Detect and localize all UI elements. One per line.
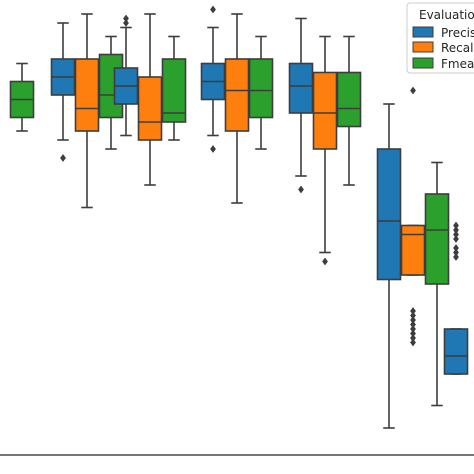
outlier-group-6-recall-9: [410, 86, 416, 95]
box-group-3-precision: [113, 14, 139, 137]
box-group-7-precision: [443, 221, 469, 375]
box-body-group-5-recall: [312, 71, 338, 150]
box-body-group-5-fmeasure: [336, 71, 362, 128]
box-group-3-recall: [137, 13, 163, 186]
outlier-group-7-precision-5: [453, 230, 459, 239]
box-group-3-fmeasure: [161, 35, 187, 141]
box-body-group-4-recall: [224, 58, 250, 132]
outlier-group-5-recall-1: [322, 257, 328, 266]
box-group-4-recall: [224, 13, 250, 204]
outlier-group-7-precision-3: [453, 244, 459, 252]
box-group-6-recall: [400, 86, 426, 347]
box-group-1-fmeasure: [9, 62, 35, 132]
box-group-6-precision: [376, 103, 402, 429]
box-body-group-6-fmeasure: [424, 193, 450, 285]
box-body-group-2-recall: [74, 58, 100, 132]
outlier-group-6-recall-3: [410, 329, 416, 338]
outlier-group-6-recall-4: [410, 325, 416, 333]
outlier-group-2-precision-1: [60, 154, 66, 162]
outlier-group-3-precision-2: [123, 14, 129, 23]
legend: Evaluatio Precis Recall Fmeas: [406, 2, 474, 74]
legend-label-fmeasure: Fmeas: [441, 57, 474, 71]
box-body-group-5-precision: [288, 62, 314, 114]
legend-frame: [406, 2, 474, 74]
boxes-layer: [9, 5, 469, 429]
box-group-6-fmeasure: [424, 161, 450, 407]
outlier-group-6-recall-2: [410, 334, 416, 342]
outlier-group-7-precision-6: [453, 226, 459, 234]
box-group-2-recall: [74, 13, 100, 209]
legend-title: Evaluatio: [419, 8, 474, 22]
box-body-group-3-recall: [137, 76, 163, 141]
box-body-group-3-fmeasure: [161, 58, 187, 123]
box-group-5-fmeasure: [336, 35, 362, 186]
legend-swatch-precision: [412, 26, 434, 38]
box-group-2-precision: [50, 22, 76, 162]
outlier-group-7-precision-4: [453, 235, 459, 243]
outlier-group-4-precision-2: [210, 5, 216, 14]
outlier-group-6-recall-1: [410, 338, 416, 347]
outlier-group-6-recall-5: [410, 320, 416, 329]
outlier-group-4-precision-1: [210, 145, 216, 153]
legend-label-recall: Recall: [441, 41, 474, 55]
outlier-group-7-precision-1: [453, 253, 459, 261]
outlier-group-6-recall-6: [410, 316, 416, 324]
box-group-5-recall: [312, 35, 338, 266]
legend-label-precision: Precis: [441, 26, 474, 40]
outlier-group-5-precision-1: [298, 185, 304, 194]
legend-swatch-recall: [412, 41, 434, 53]
outlier-group-6-recall-8: [410, 307, 416, 315]
box-body-group-6-precision: [376, 148, 402, 281]
box-group-5-precision: [288, 17, 314, 194]
box-body-group-4-fmeasure: [248, 58, 274, 119]
box-body-group-7-precision: [443, 328, 469, 375]
box-group-4-precision: [200, 5, 226, 153]
box-body-group-6-recall: [400, 224, 426, 276]
outlier-group-7-precision-7: [453, 221, 459, 230]
outlier-group-3-precision-1: [123, 19, 129, 27]
outlier-group-6-recall-7: [410, 311, 416, 320]
outlier-group-7-precision-2: [453, 248, 459, 257]
legend-swatch-fmeasure: [412, 57, 434, 69]
box-group-4-fmeasure: [248, 35, 274, 150]
